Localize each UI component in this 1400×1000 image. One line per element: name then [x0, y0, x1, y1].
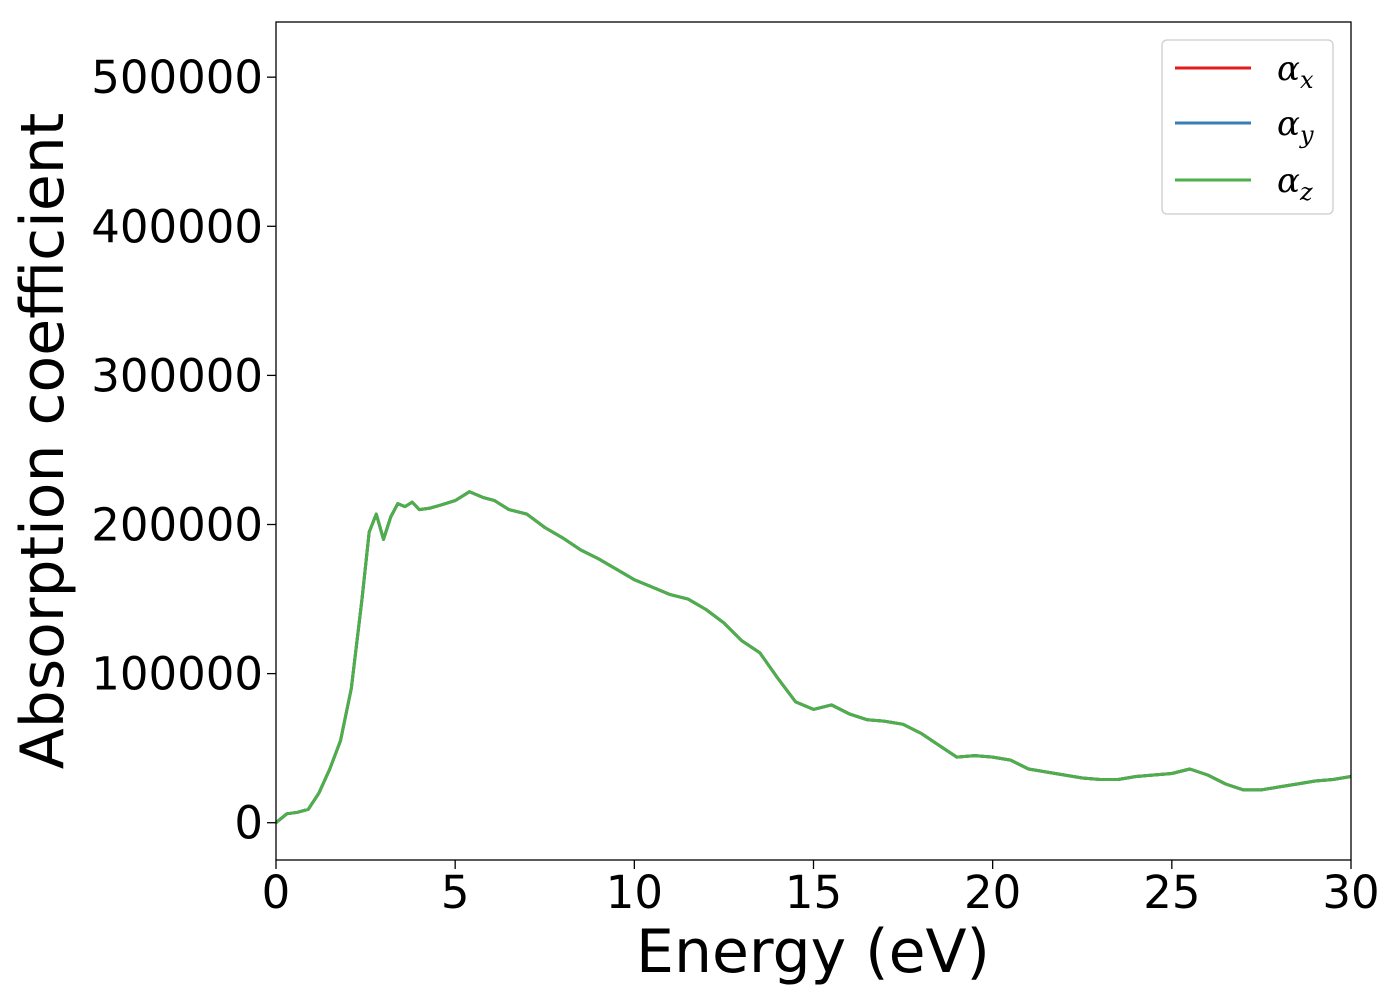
legend-box — [1161, 39, 1334, 215]
legend-label-z: αz — [1277, 161, 1313, 206]
y-tick-label: 500000 — [91, 51, 263, 104]
legend: αx αy αz — [1161, 39, 1334, 215]
x-tick-label: 15 — [785, 866, 842, 919]
x-tick-label: 0 — [262, 866, 291, 919]
x-tick-label: 25 — [1143, 866, 1200, 919]
x-axis-title: Energy (eV) — [636, 917, 990, 987]
x-axis: 0 5 10 15 20 25 30 — [262, 860, 1380, 919]
x-tick-label: 30 — [1322, 866, 1379, 919]
y-axis: 0 100000 200000 300000 400000 500000 — [91, 51, 276, 850]
legend-label-y: αy — [1277, 104, 1314, 149]
x-tick-label: 5 — [441, 866, 470, 919]
y-tick-label: 100000 — [91, 648, 263, 701]
y-tick-label: 300000 — [91, 349, 263, 402]
series-layer — [275, 490, 1352, 824]
series-line-3 — [275, 490, 1352, 824]
x-tick-label: 10 — [606, 866, 663, 919]
x-tick-label: 20 — [964, 866, 1021, 919]
y-axis-title: Absorption coefficient — [8, 113, 78, 770]
y-tick-label: 0 — [234, 797, 263, 850]
y-tick-label: 400000 — [91, 200, 263, 253]
legend-label-x: αx — [1277, 49, 1314, 94]
y-tick-label: 200000 — [91, 499, 263, 552]
